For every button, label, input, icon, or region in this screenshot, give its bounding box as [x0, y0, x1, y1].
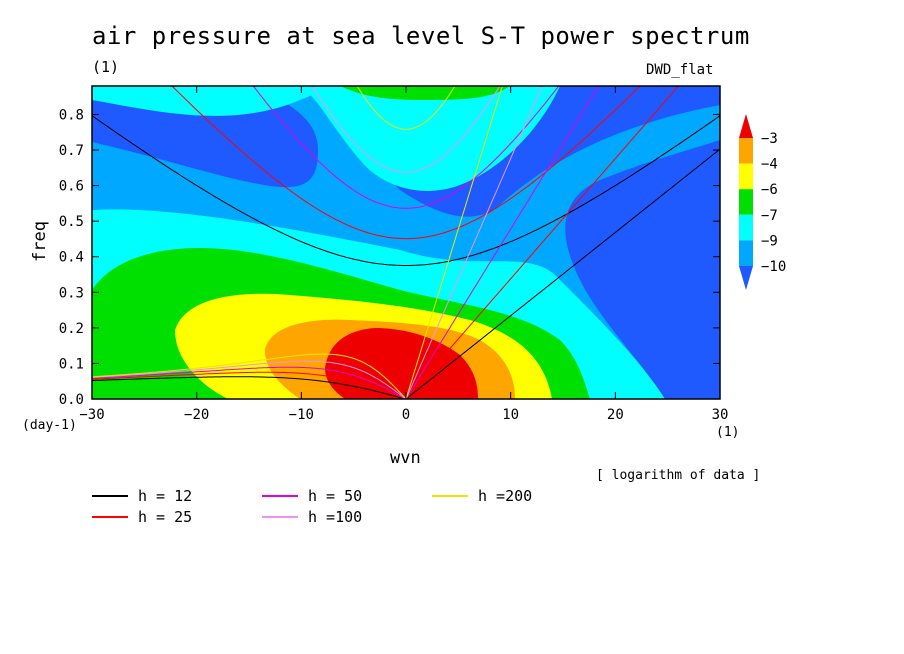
- y-tick-label: 0.1: [59, 356, 84, 372]
- x-tick-label: 0: [402, 407, 410, 423]
- gravity-wave-curve: [356, 86, 456, 130]
- x-axis: −30 −20 −10 0 10 20 30: [79, 86, 728, 423]
- kelvin-wave-curve: [405, 148, 720, 399]
- field-level-3: [325, 328, 478, 399]
- field-level-9-top-mid: [300, 86, 560, 191]
- gravity-wave-curve: [252, 86, 560, 209]
- y-tick-label: 0.2: [59, 321, 84, 337]
- colorbar: −3 −4 −6 −7 −9 −10: [739, 114, 786, 290]
- colorbar-segment: [739, 138, 753, 164]
- rossby-wave-curve: [92, 376, 407, 399]
- y-axis: 0.0 0.1 0.2 0.3 0.4 0.5 0.6 0.7 0.8: [59, 107, 720, 408]
- colorbar-segment: [739, 163, 753, 190]
- colorbar-label: −6: [761, 182, 778, 198]
- y-tick-label: 0.6: [59, 179, 84, 195]
- kelvin-wave-curve: [405, 86, 680, 399]
- colorbar-label: −7: [761, 208, 778, 224]
- legend-label: h = 25: [138, 508, 192, 526]
- gravity-wave-curve: [92, 115, 720, 266]
- x-axis-unit: (1): [716, 425, 740, 440]
- chart-title: air pressure at sea level S-T power spec…: [92, 22, 750, 50]
- x-tick-label: 10: [502, 407, 519, 423]
- rossby-wave-curve: [92, 360, 407, 399]
- colorbar-segment: [739, 189, 753, 215]
- legend-label: h = 12: [138, 487, 192, 505]
- dispersion-curves: [92, 86, 720, 399]
- x-tick-label: 30: [712, 407, 729, 423]
- x-tick-label: −30: [79, 407, 104, 423]
- colorbar-arrow-top: [739, 114, 753, 138]
- colorbar-label: −10: [761, 259, 786, 275]
- y-tick-label: 0.4: [59, 250, 84, 266]
- chart-subtitle: (1): [92, 58, 120, 76]
- x-tick-label: 20: [607, 407, 624, 423]
- kelvin-wave-curve: [405, 86, 543, 399]
- colorbar-label: −3: [761, 131, 778, 147]
- field-level-7-top: [340, 86, 510, 100]
- colorbar-arrow-bottom: [739, 266, 753, 290]
- y-axis-unit: (day-1): [22, 418, 77, 433]
- y-tick-label: 0.8: [59, 107, 84, 123]
- x-tick-label: −10: [289, 407, 314, 423]
- legend-label: h =100: [308, 508, 362, 526]
- data-note: [ logarithm of data ]: [596, 468, 761, 483]
- field-level-10-right: [565, 140, 720, 399]
- x-tick-label: −20: [184, 407, 209, 423]
- y-tick-label: 0.7: [59, 143, 84, 159]
- y-tick-label: 0.0: [59, 392, 84, 408]
- contour-fields: [92, 86, 720, 399]
- colorbar-segment: [739, 240, 753, 266]
- gravity-wave-curve: [311, 86, 501, 173]
- colorbar-label: −9: [761, 233, 778, 249]
- colorbar-segment: [739, 214, 753, 241]
- kelvin-wave-curve: [405, 86, 600, 399]
- model-tag: DWD_flat: [646, 62, 714, 78]
- kelvin-wave-curve: [405, 86, 503, 399]
- rossby-wave-curve: [92, 353, 407, 399]
- x-axis-label: wvn: [390, 448, 421, 468]
- y-tick-label: 0.5: [59, 214, 84, 230]
- y-tick-label: 0.3: [59, 285, 84, 301]
- y-axis-label: freq: [30, 221, 50, 262]
- legend-label: h =200: [478, 487, 532, 505]
- legend: h = 12 h = 25 h = 50 h =100 h =200: [92, 487, 532, 526]
- gravity-wave-curve: [171, 86, 641, 240]
- rossby-wave-curve: [92, 371, 407, 399]
- colorbar-label: −4: [761, 157, 778, 173]
- legend-label: h = 50: [308, 487, 362, 505]
- rossby-wave-curve: [92, 366, 407, 399]
